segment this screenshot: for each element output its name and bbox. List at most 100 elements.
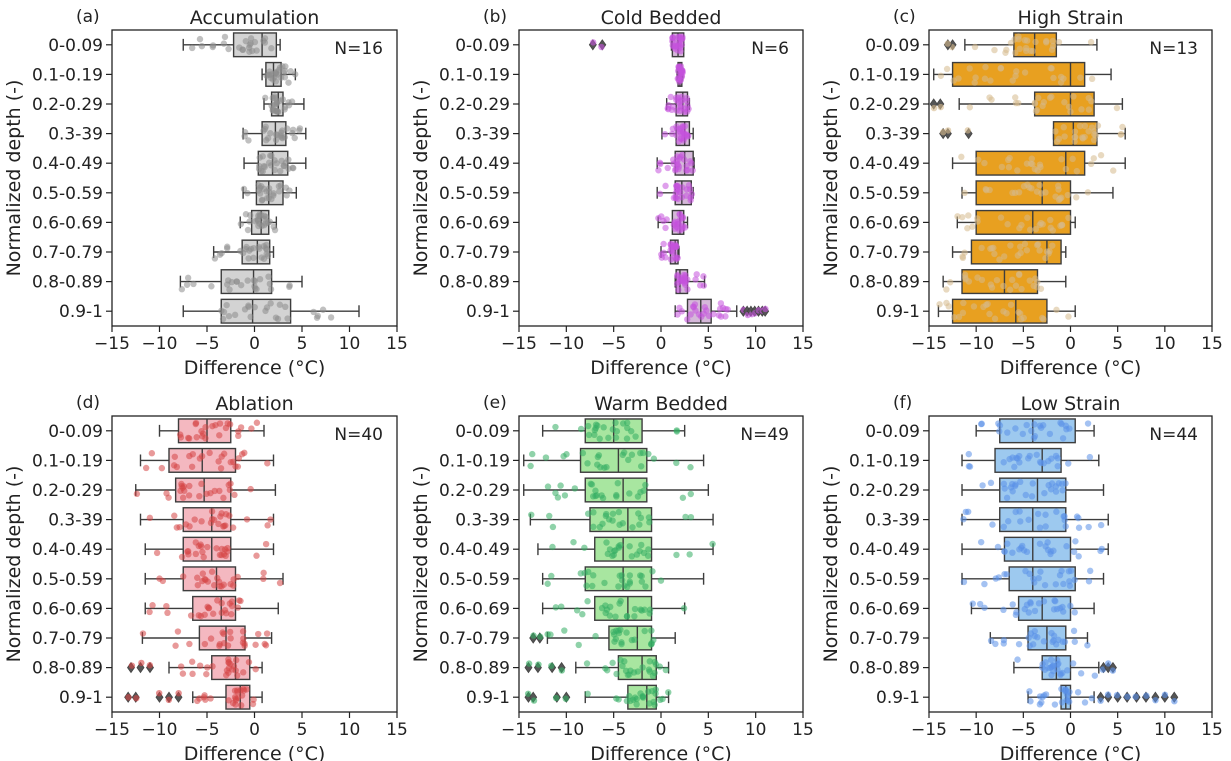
strip-point — [579, 449, 587, 457]
strip-point — [273, 99, 280, 107]
strip-point — [196, 35, 204, 43]
strip-point — [163, 602, 170, 610]
strip-point — [155, 689, 163, 697]
strip-point — [964, 225, 971, 232]
strip-point — [996, 422, 1004, 429]
strip-point — [609, 659, 616, 667]
strip-point — [632, 433, 639, 440]
strip-point — [674, 75, 681, 82]
strip-point — [1070, 93, 1077, 100]
box-group — [528, 507, 714, 533]
strip-point — [546, 512, 553, 520]
strip-point — [237, 220, 245, 228]
strip-point — [1052, 488, 1060, 495]
strip-point — [165, 696, 173, 704]
strip-point — [1015, 640, 1023, 648]
strip-point — [626, 572, 634, 579]
strip-point — [225, 312, 233, 320]
strip-point — [631, 605, 639, 613]
strip-point — [1065, 103, 1073, 110]
strip-point — [148, 450, 156, 457]
strip-point — [243, 516, 251, 523]
strip-point — [609, 510, 617, 517]
strip-point — [1037, 219, 1045, 227]
strip-point — [1091, 672, 1099, 679]
box-group — [673, 269, 708, 295]
strip-point — [1090, 155, 1097, 162]
y-axis-label: Normalized depth (-) — [820, 466, 842, 663]
strip-point — [1065, 214, 1072, 222]
strip-point — [1113, 691, 1121, 699]
strip-point — [599, 520, 606, 527]
strip-point — [231, 311, 239, 319]
strip-point — [1161, 691, 1169, 699]
strip-point — [681, 122, 689, 130]
strip-point — [1109, 667, 1117, 674]
strip-point — [272, 314, 280, 321]
x-tick-label: 5 — [297, 334, 308, 354]
strip-point — [672, 189, 679, 197]
x-tick-label: 10 — [745, 334, 767, 354]
box-group — [961, 477, 1105, 503]
strip-point — [1061, 638, 1069, 646]
box-group — [987, 625, 1091, 651]
y-tick-label: 0.4-0.49 — [849, 540, 920, 560]
y-axis-label: Normalized depth (-) — [3, 466, 25, 663]
strip-point — [988, 284, 996, 291]
strip-point — [1039, 422, 1047, 429]
strip-point — [237, 281, 245, 289]
strip-point — [1081, 699, 1089, 706]
y-tick-label: 0.3-39 — [865, 125, 920, 145]
panel-letter: (b) — [483, 7, 507, 27]
strip-point — [676, 125, 683, 132]
strip-point — [996, 256, 1003, 263]
strip-point — [210, 582, 218, 589]
y-tick-label: 0-0.09 — [865, 36, 920, 56]
strip-point — [1050, 74, 1057, 82]
strip-point — [649, 568, 656, 575]
x-tick-label: −15 — [94, 720, 130, 740]
strip-point — [146, 662, 154, 669]
strip-point — [982, 63, 989, 71]
strip-point — [1033, 106, 1041, 114]
box-group — [211, 239, 275, 265]
strip-point — [1047, 64, 1054, 72]
strip-point — [256, 275, 264, 283]
y-tick-label: 0.5-0.59 — [32, 184, 103, 204]
strip-point — [185, 492, 193, 499]
strip-point — [992, 640, 999, 648]
strip-point — [1042, 189, 1049, 196]
strip-point — [605, 516, 613, 523]
box-group — [655, 150, 696, 176]
strip-point — [202, 423, 209, 431]
strip-point — [660, 240, 667, 248]
strip-point — [1061, 513, 1068, 520]
strip-point — [937, 103, 944, 111]
strip-point — [247, 35, 255, 42]
x-tick-label: 15 — [386, 334, 408, 354]
box-group — [523, 477, 710, 503]
strip-point — [1057, 670, 1064, 677]
strip-point — [232, 656, 240, 664]
strip-point — [1035, 94, 1042, 102]
strip-point — [593, 492, 600, 499]
strip-point — [1012, 49, 1019, 57]
strip-point — [648, 627, 655, 634]
strip-point — [628, 451, 636, 458]
strip-point — [986, 94, 993, 101]
strip-point — [267, 130, 274, 137]
strip-point — [1028, 493, 1036, 500]
strip-point — [972, 74, 979, 81]
strip-point — [1029, 480, 1036, 487]
strip-point — [1033, 451, 1040, 458]
strip-point — [542, 454, 550, 461]
strip-point — [602, 665, 609, 672]
strip-point — [1063, 543, 1070, 550]
y-tick-label: 0.9-1 — [59, 302, 103, 322]
strip-point — [965, 278, 973, 285]
strip-point — [209, 663, 216, 670]
strip-point — [1085, 523, 1092, 531]
x-tick-label: 15 — [792, 720, 814, 740]
x-tick-label: −10 — [548, 334, 584, 354]
strip-point — [231, 491, 238, 499]
